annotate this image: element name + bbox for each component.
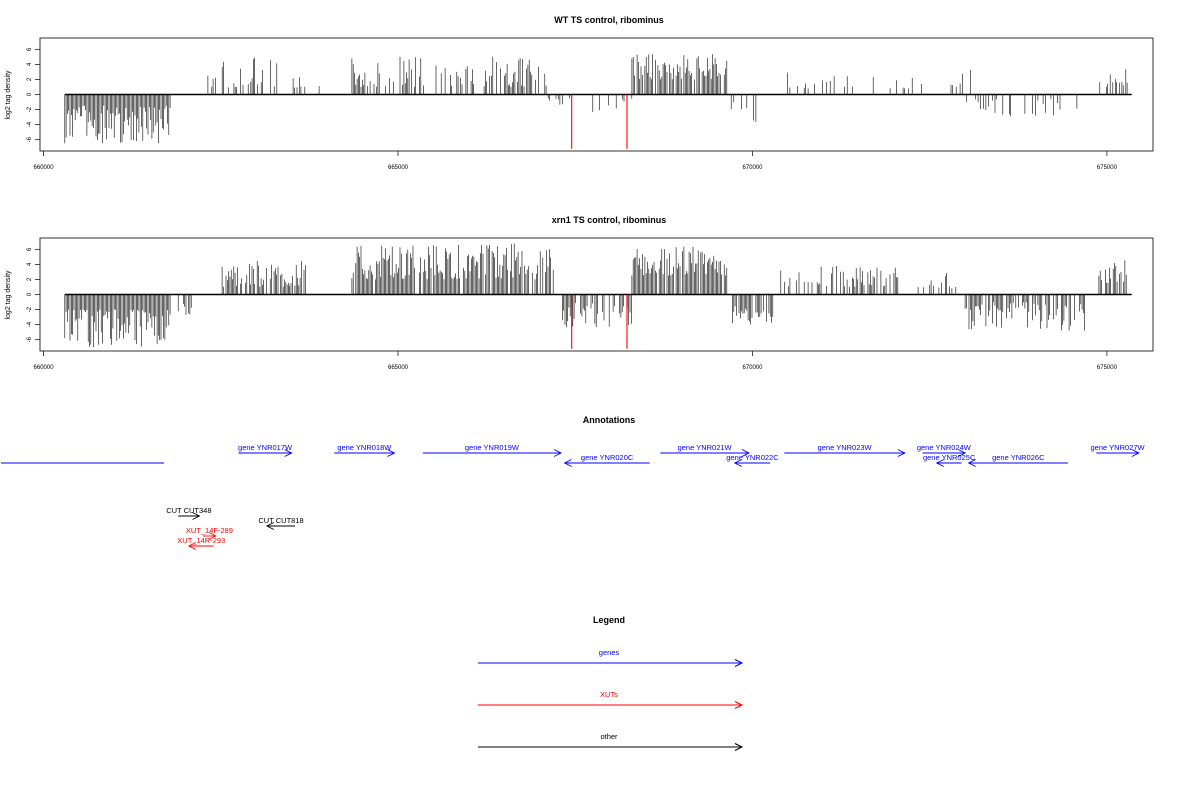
- wt-x-axis: 660000 665000 670000 675000: [34, 151, 1118, 171]
- xut-feature-label: XUT_14R-293: [177, 536, 225, 545]
- xrn1-y-tick-label: -6: [27, 336, 33, 342]
- arrow-right-icon: [734, 659, 744, 667]
- xrn1-y-tick-label: 6: [27, 247, 33, 251]
- arrow-left-icon: [187, 542, 197, 550]
- arrow-right-icon: [387, 449, 396, 457]
- gene-feature-label: gene YNR026C: [992, 453, 1045, 462]
- arrow-right-icon: [734, 743, 744, 751]
- xrn1-x-tick-label: 660000: [34, 365, 55, 371]
- wt-track-panel: WT TS control, ribominus log2 tag densit…: [5, 15, 1154, 171]
- gene-feature-label: gene YNR023W: [818, 443, 873, 452]
- xut-feature-label: XUT_14F-289: [186, 526, 233, 535]
- xrn1-x-tick-label: 675000: [1097, 365, 1118, 371]
- wt-y-tick-label: -6: [27, 136, 33, 142]
- arrow-right-icon: [957, 449, 967, 457]
- xrn1-y-tick-label: -4: [27, 321, 33, 327]
- annotations-title: Annotations: [583, 415, 636, 425]
- arrow-right-icon: [553, 449, 563, 457]
- xrn1-highlight-lines: [571, 294, 628, 349]
- wt-highlight-lines: [571, 94, 628, 149]
- wt-y-tick-label: -2: [27, 106, 33, 112]
- arrow-right-icon: [1131, 449, 1140, 457]
- gene-feature-label: gene YNR017W: [238, 443, 293, 452]
- xrn1-y-axis-label: log2 tag density: [5, 270, 12, 320]
- wt-y-tick-label: 0: [27, 92, 33, 96]
- xrn1-x-axis: 660000 665000 670000 675000: [34, 351, 1118, 371]
- arrow-right-icon: [284, 449, 293, 457]
- wt-y-axis-label: log2 tag density: [5, 70, 12, 120]
- gene-feature-label: gene YNR019W: [465, 443, 520, 452]
- arrow-right-icon: [192, 512, 201, 520]
- xrn1-y-axis: -6 -4 -2 0 2 4 6: [27, 247, 40, 342]
- wt-y-axis: -6 -4 -2 0 2 4 6: [27, 47, 40, 142]
- gene-feature-label: gene YNR024W: [917, 443, 972, 452]
- gene-feature-label: gene YNR018W: [337, 443, 392, 452]
- arrow-left-icon: [563, 459, 572, 467]
- wt-y-tick-label: -4: [27, 121, 33, 127]
- arrow-right-icon: [734, 701, 744, 709]
- gene-feature-label: gene YNR022C: [726, 453, 779, 462]
- annotation-track: gene YNR017W gene YNR018W gene YNR019W gene…: [1, 443, 1146, 550]
- gene-feature-label: gene YNR020C: [581, 453, 634, 462]
- cut-feature-label: CUT CUT348: [166, 506, 211, 515]
- arrow-right-icon: [741, 449, 750, 457]
- arrow-left-icon: [967, 459, 976, 467]
- arrow-right-icon: [897, 449, 906, 457]
- wt-y-tick-label: 6: [27, 47, 33, 51]
- xrn1-track-title: xrn1 TS control, ribominus: [552, 215, 667, 225]
- wt-y-tick-label: 4: [27, 62, 33, 66]
- legend-item-label: XUTs: [600, 690, 618, 699]
- arrow-right-icon: [208, 532, 217, 540]
- wt-x-tick-label: 660000: [34, 165, 55, 171]
- gene-feature-label: gene YNR027W: [1091, 443, 1146, 452]
- legend-item-label: other: [600, 732, 618, 741]
- xrn1-y-tick-label: 2: [27, 277, 33, 281]
- xrn1-y-tick-label: 0: [27, 292, 33, 296]
- xrn1-x-tick-label: 665000: [388, 365, 409, 371]
- xrn1-signal-bars: [64, 243, 1127, 347]
- legend-item-label: genes: [599, 648, 620, 657]
- legend: genes XUTs other: [478, 648, 744, 751]
- arrow-left-icon: [935, 459, 944, 467]
- legend-title: Legend: [593, 615, 625, 625]
- gene-feature-label: gene YNR021W: [678, 443, 733, 452]
- wt-x-tick-label: 665000: [388, 165, 409, 171]
- wt-signal-bars: [64, 54, 1128, 144]
- wt-x-tick-label: 675000: [1097, 165, 1118, 171]
- wt-x-tick-label: 670000: [742, 165, 763, 171]
- wt-track-title: WT TS control, ribominus: [554, 15, 664, 25]
- gene-feature-label: gene YNR025C: [923, 453, 976, 462]
- xrn1-y-tick-label: -2: [27, 306, 33, 312]
- arrow-left-icon: [733, 459, 742, 467]
- xrn1-y-tick-label: 4: [27, 262, 33, 266]
- xrn1-x-tick-label: 670000: [742, 365, 763, 371]
- wt-y-tick-label: 2: [27, 77, 33, 81]
- xrn1-track-panel: xrn1 TS control, ribominus log2 tag dens…: [5, 215, 1154, 371]
- cut-feature-label: CUT CUT818: [258, 516, 303, 525]
- arrow-left-icon: [265, 522, 275, 530]
